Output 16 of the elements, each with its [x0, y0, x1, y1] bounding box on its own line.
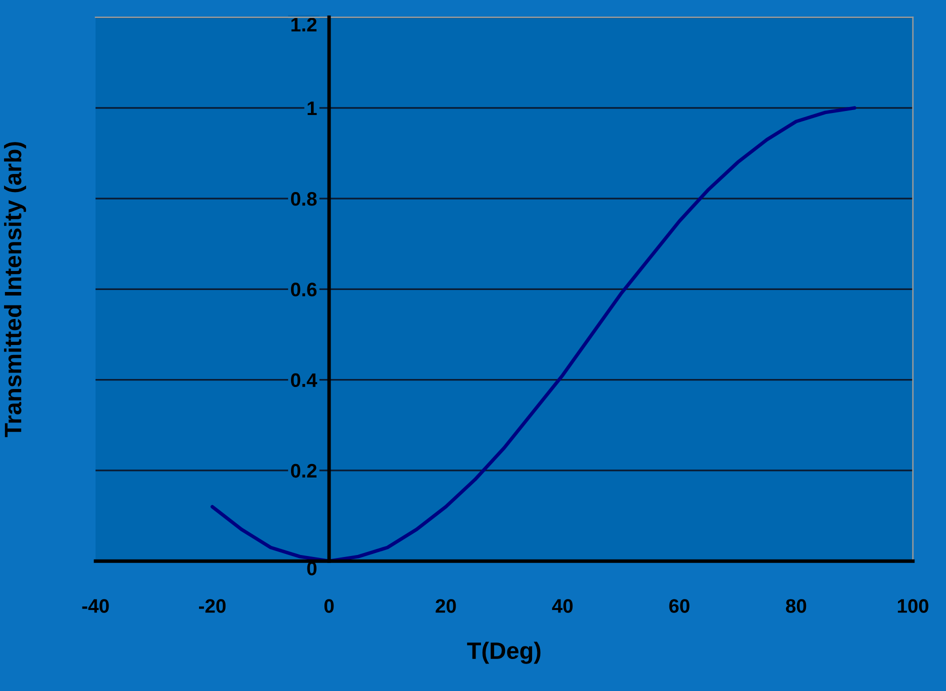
x-axis-title: T(Deg) [467, 642, 540, 664]
y-tick-label: 1.2 [291, 18, 316, 32]
x-tick-label: -40 [82, 599, 109, 613]
y-axis-title: Transmitted Intensity (arb) [4, 142, 26, 438]
x-tick-label: 80 [786, 599, 806, 613]
y-tick-label: 0.2 [291, 464, 316, 478]
x-tick-label: 0 [324, 599, 334, 613]
y-tick-label: 0.6 [291, 282, 317, 296]
x-tick-label: 20 [436, 599, 456, 613]
y-tick-label: 1 [308, 102, 317, 115]
x-tick-label: 40 [552, 599, 573, 613]
x-tick-label: 60 [669, 599, 690, 613]
x-tick-label: 100 [898, 599, 928, 613]
x-tick-label: -20 [199, 599, 226, 613]
y-tick-label: 0.4 [291, 373, 318, 388]
y-tick-label: 0.8 [291, 192, 317, 206]
